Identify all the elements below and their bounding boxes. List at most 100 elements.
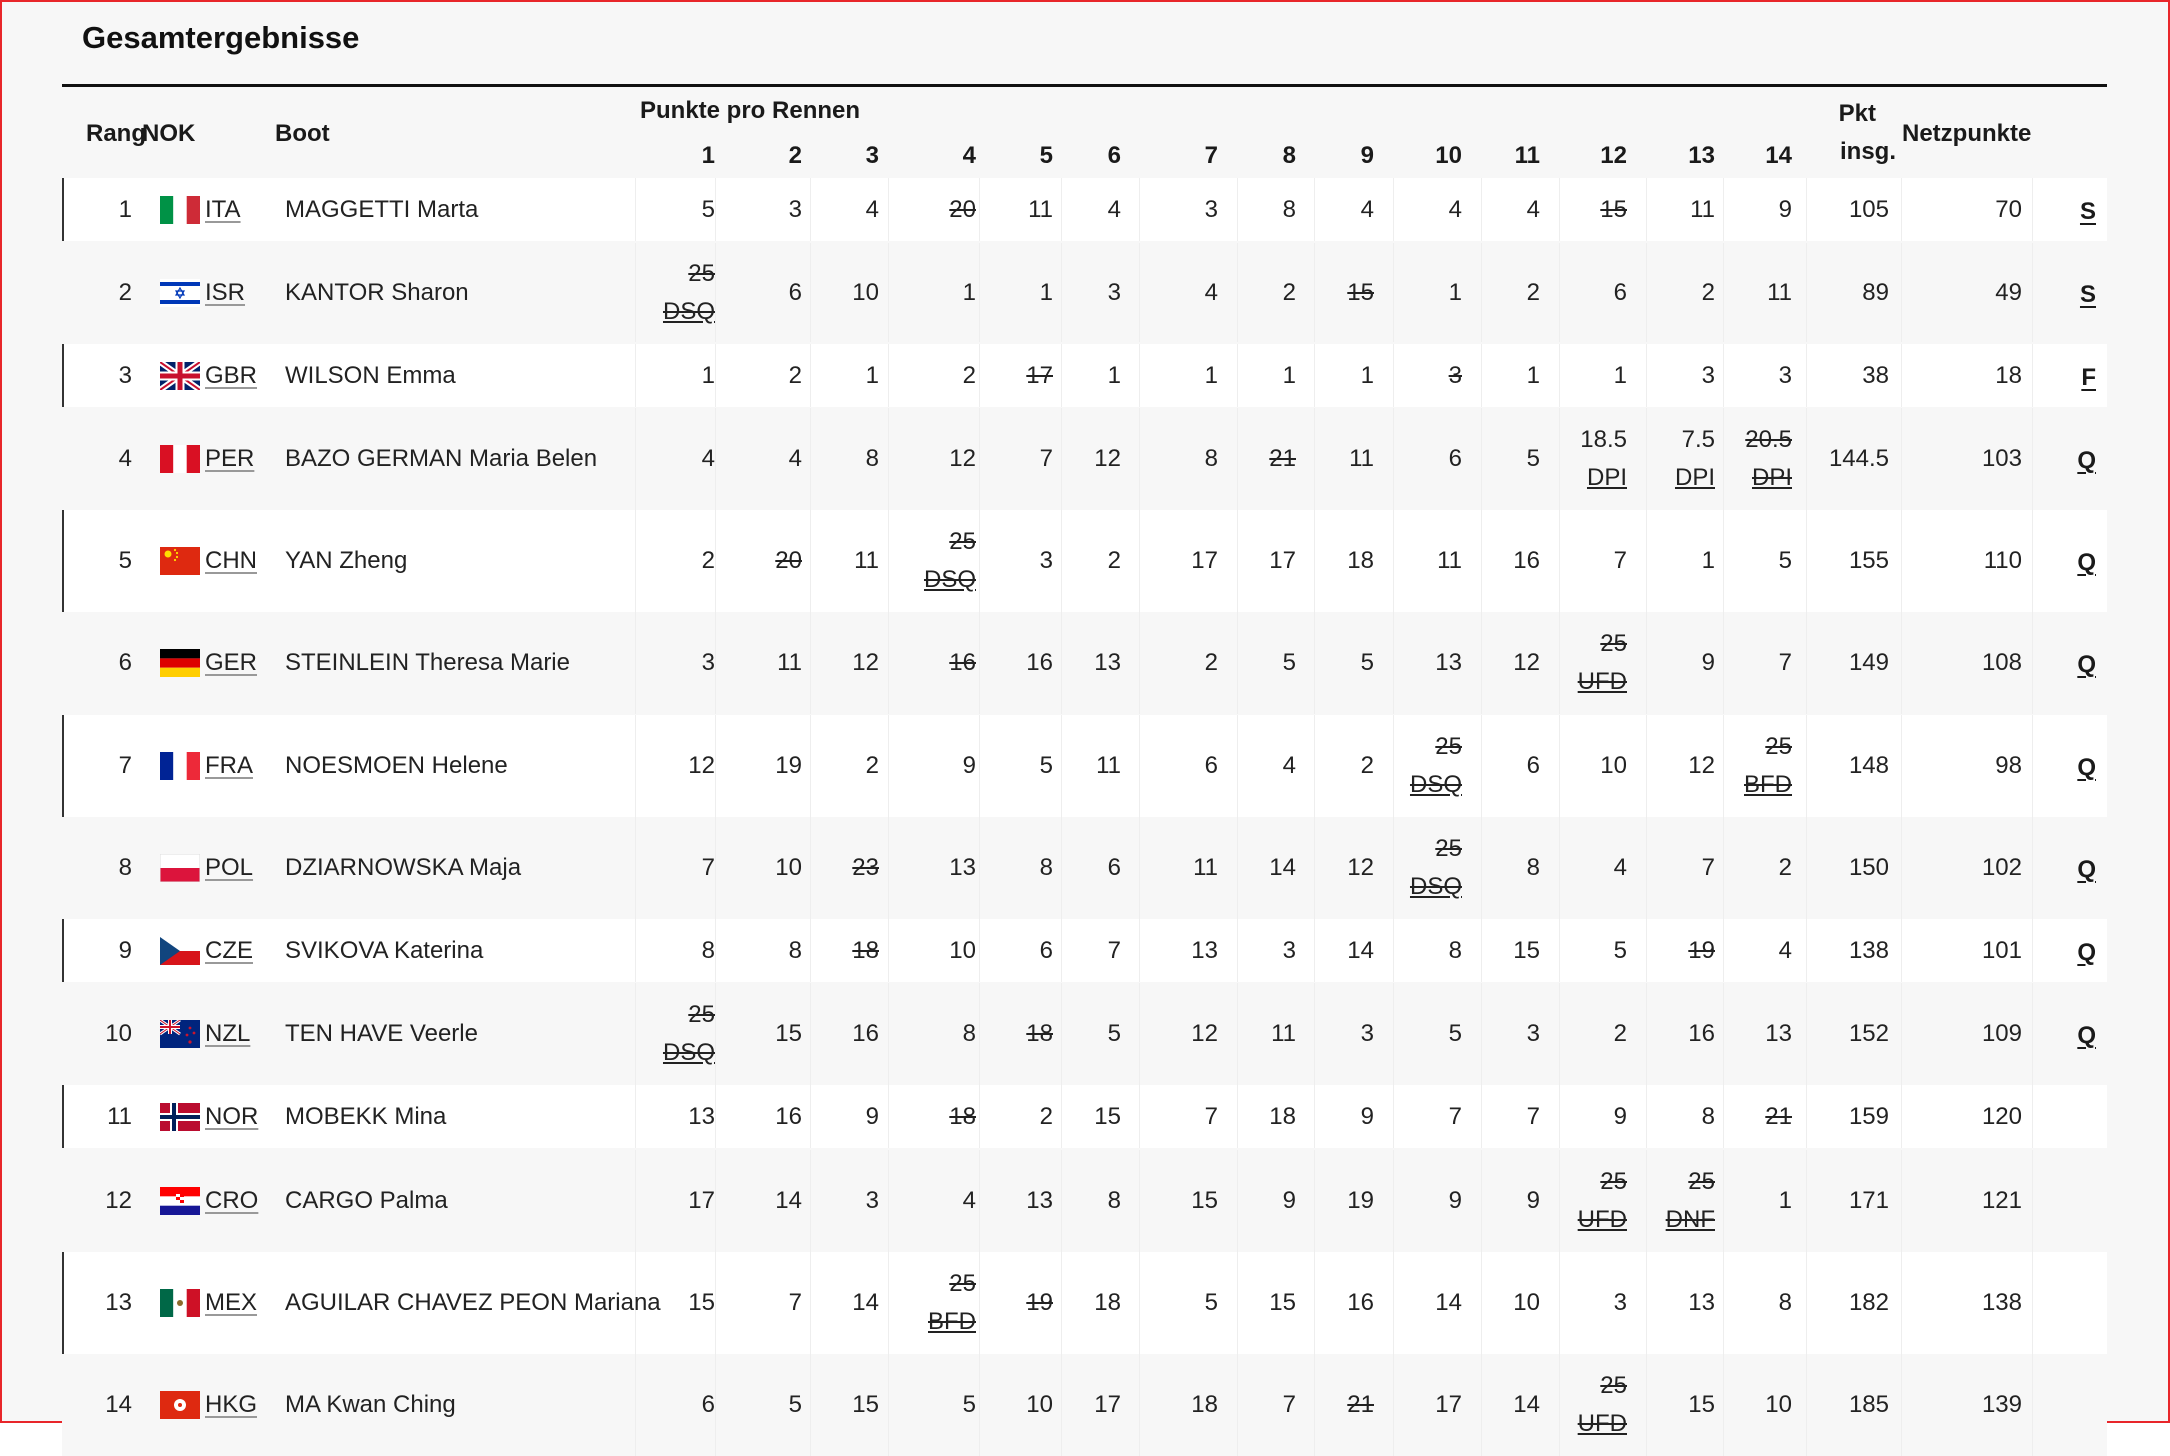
race-score-cell: 8 — [1205, 447, 1218, 471]
total-points: 150 — [1848, 854, 1889, 881]
race-score-cell: 9 — [963, 754, 976, 778]
race-score-cell: 21 — [1269, 447, 1296, 471]
noc-link[interactable]: CRO — [205, 1187, 259, 1214]
race-score-cell: 8 — [1449, 938, 1462, 963]
race-score-cell: 5 — [1449, 1022, 1462, 1046]
score-value: 9 — [1360, 1102, 1374, 1130]
athlete-name[interactable]: MOBEKK Mina — [285, 1102, 447, 1130]
noc-link[interactable]: NZL — [205, 1020, 251, 1047]
noc-link[interactable]: PER — [205, 445, 255, 472]
athlete-name[interactable]: MAGGETTI Marta — [285, 195, 479, 223]
column-separator — [888, 983, 889, 1085]
athlete-name[interactable]: STEINLEIN Theresa Marie — [285, 649, 570, 676]
score-value: 17 — [1094, 1391, 1121, 1418]
noc-link[interactable]: POL — [205, 854, 254, 881]
qualification-marker[interactable]: Q — [2077, 754, 2096, 781]
qualification-marker[interactable]: Q — [2077, 938, 2096, 966]
race-score-cell: 3 — [1779, 363, 1792, 388]
race-score-cell: 15 — [1094, 1104, 1121, 1129]
noc-link[interactable]: HKG — [205, 1391, 258, 1418]
qualification-marker[interactable]: Q — [2077, 447, 2096, 474]
penalty-code[interactable]: DSQ — [923, 566, 976, 593]
penalty-code[interactable]: DSQ — [1409, 873, 1462, 900]
qualification-marker[interactable]: F — [2081, 363, 2096, 391]
penalty-code[interactable]: BFD — [1744, 771, 1792, 798]
race-score-cell: 18 — [852, 938, 879, 963]
score-value: 2 — [1526, 278, 1540, 306]
column-separator — [1901, 1252, 1902, 1354]
noc-link[interactable]: NOR — [205, 1102, 259, 1130]
qualification-marker[interactable]: Q — [2077, 549, 2096, 576]
noc-link[interactable]: CZE — [205, 936, 253, 964]
score-value: 9 — [865, 1102, 879, 1130]
noc-link[interactable]: ITA — [205, 195, 241, 223]
athlete-name[interactable]: YAN Zheng — [285, 547, 408, 574]
column-separator — [1237, 243, 1238, 342]
race-score-cell: 4 — [1361, 197, 1374, 222]
score-value: 9 — [962, 752, 976, 779]
athlete-name[interactable]: KANTOR Sharon — [285, 278, 469, 306]
qualification-marker[interactable]: Q — [2077, 856, 2096, 883]
penalty-code[interactable]: DSQ — [1409, 771, 1462, 798]
noc-link[interactable]: ISR — [205, 278, 246, 306]
column-separator — [1646, 510, 1647, 612]
penalty-code[interactable]: UFD — [1577, 668, 1627, 695]
column-separator — [1237, 1354, 1238, 1456]
penalty-code[interactable]: BFD — [928, 1308, 976, 1335]
noc-link[interactable]: MEX — [205, 1289, 258, 1316]
column-separator — [1559, 817, 1560, 919]
race-score-cell: 13 — [1026, 1189, 1053, 1213]
noc-link[interactable]: FRA — [205, 752, 253, 779]
penalty-code[interactable]: DPI — [1674, 464, 1715, 491]
race-score-cell: 9 — [1283, 1189, 1296, 1213]
column-separator — [888, 344, 889, 407]
athlete-name[interactable]: TEN HAVE Veerle — [285, 1020, 478, 1047]
athlete-name[interactable]: NOESMOEN Helene — [285, 752, 508, 779]
penalty-code[interactable]: DPI — [1586, 464, 1627, 491]
score-value: 17 — [1191, 547, 1218, 574]
athlete-name[interactable]: BAZO GERMAN Maria Belen — [285, 445, 598, 472]
column-separator — [1139, 344, 1140, 407]
column-separator — [979, 178, 980, 241]
total-points: 185 — [1848, 1391, 1889, 1418]
score-value: 16 — [949, 649, 976, 676]
qualification-marker[interactable]: Q — [2077, 651, 2096, 678]
score-value: 7 — [1701, 854, 1715, 881]
race-score-cell: 3 — [1614, 1291, 1627, 1315]
penalty-code[interactable]: UFD — [1577, 1410, 1627, 1437]
penalty-code[interactable]: DSQ — [662, 1039, 715, 1066]
athlete-name[interactable]: MA Kwan Ching — [285, 1391, 456, 1418]
score-value: 2 — [962, 361, 976, 389]
penalty-code[interactable]: DSQ — [662, 297, 715, 325]
athlete-name[interactable]: AGUILAR CHAVEZ PEON Mariana — [285, 1289, 661, 1316]
qualification-marker[interactable]: S — [2079, 280, 2096, 308]
noc-link[interactable]: GBR — [205, 361, 258, 389]
column-separator — [888, 243, 889, 342]
column-separator — [1901, 1354, 1902, 1456]
penalty-code[interactable]: DNF — [1665, 1206, 1715, 1233]
noc-link[interactable]: GER — [205, 649, 258, 676]
athlete-name[interactable]: WILSON Emma — [285, 361, 456, 389]
column-separator — [1139, 510, 1140, 612]
athlete-name[interactable]: SVIKOVA Katerina — [285, 936, 484, 964]
column-separator — [979, 243, 980, 342]
score-value: 19 — [775, 752, 802, 779]
athlete-name[interactable]: DZIARNOWSKA Maja — [285, 854, 522, 881]
penalty-code[interactable]: UFD — [1577, 1206, 1627, 1233]
noc-link[interactable]: CHN — [205, 547, 257, 574]
column-separator — [1139, 983, 1140, 1085]
row-left-border — [62, 510, 64, 612]
score-value: 8 — [1526, 854, 1540, 881]
race-score-cell: 2 — [789, 363, 802, 388]
penalty-code[interactable]: DPI — [1751, 464, 1792, 491]
score-value: 12 — [1347, 854, 1374, 881]
athlete-name[interactable]: CARGO Palma — [285, 1187, 448, 1214]
total-points: 152 — [1848, 1020, 1889, 1047]
score-value: 10 — [1600, 752, 1627, 779]
race-score-cell: 15 — [1600, 197, 1627, 222]
score-value: 3 — [701, 649, 715, 676]
score-value: 10 — [949, 936, 976, 964]
qualification-marker[interactable]: Q — [2077, 1022, 2096, 1049]
score-value: 7 — [788, 1289, 802, 1316]
qualification-marker[interactable]: S — [2079, 197, 2096, 225]
